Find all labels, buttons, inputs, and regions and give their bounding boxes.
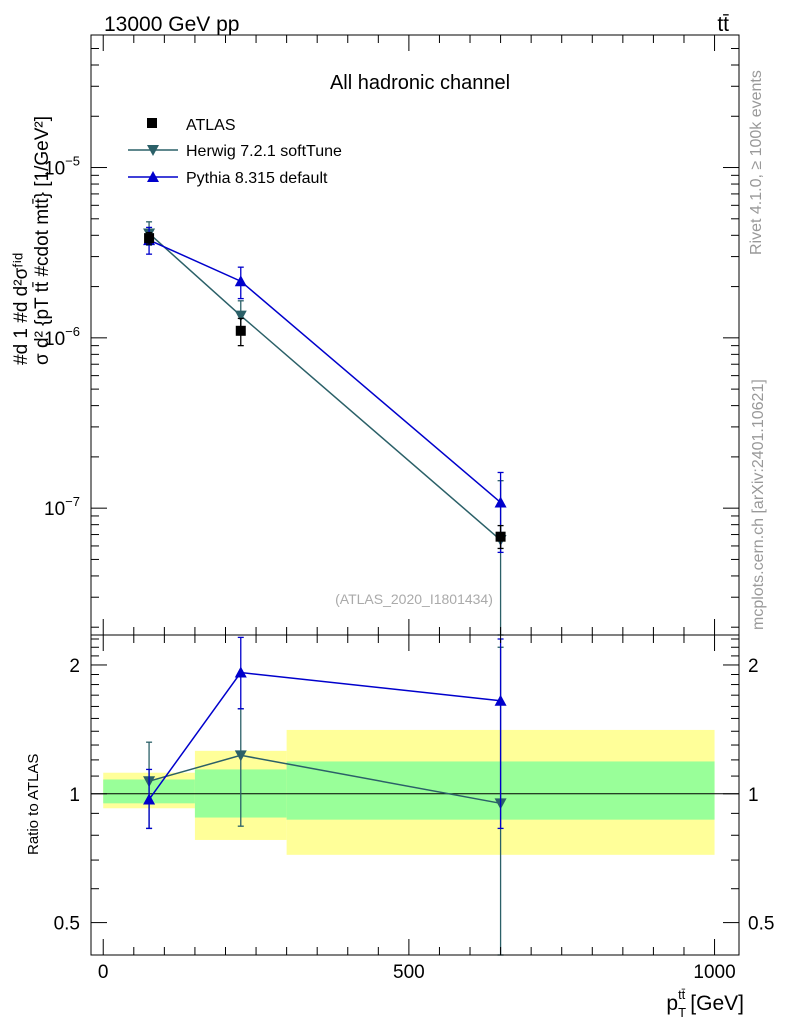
main-y-tick-label: 10−7 [44,494,80,520]
ratio-y-label: Ratio to ATLAS [25,754,42,855]
main-line-pythia [148,239,502,504]
legend-label-herwig: Herwig 7.2.1 softTune [186,143,342,160]
x-label-unit: [GeV] [690,992,744,1015]
ratio-y-tick-label-right: 2 [748,656,759,677]
main-x-ticks [102,35,716,635]
ratio-y-tick-label: 0.5 [54,914,80,935]
x-tick-label: 0 [98,962,109,983]
ratio-y-axis: 0.5 0.5 1 1 2 2 [54,638,774,935]
ratio-frame [90,634,740,956]
main-point-pythia [234,275,247,287]
svg-text:pTtt̄[GeV]: pTtt̄ [GeV] [666,987,744,1020]
x-tick-label: 1000 [693,962,735,983]
ratio-x-axis: 0 500 1000 [98,635,736,983]
ratio-y-tick-label: 2 [69,656,80,677]
ratio-y-tick-label-right: 0.5 [748,914,774,935]
main-point-herwig [234,310,247,322]
legend-marker-herwig [147,145,159,156]
ratio-point-pythia [234,666,247,678]
main-y-axis-label: #d 1 #d d²σᶠⁱᵈ σ d² {pT tt̄ #cdot mtt̄} … [11,116,53,365]
header-right-label: tt̄ [717,13,729,36]
ratio-point-pythia [494,694,507,706]
legend-label-atlas: ATLAS [186,117,236,134]
ratio-plot-area [91,636,739,956]
main-plot-area [143,221,507,636]
x-label-sup: tt̄ [678,987,686,1002]
main-y-label-line-1: #d 1 #d d²σᶠⁱᵈ [11,253,32,365]
ratio-panel: 0.5 0.5 1 1 2 2 0 500 1000 Ratio to ATLAS [25,634,774,983]
ratio-y-tick-label: 1 [69,785,80,806]
main-y-tick-label: 10−6 [44,324,80,350]
main-panel: 10−7 10−6 10−5 All hadronic channel (ATLAS… [11,34,740,636]
x-label-main: p [666,992,678,1015]
ratio-point-pythia [143,793,156,805]
x-label-sub: T [678,1005,686,1020]
main-y-axis: 10−7 10−6 10−5 [44,47,739,628]
ratio-y-tick-label-right: 1 [748,785,759,806]
main-point-atlas [235,325,246,336]
legend-label-pythia: Pythia 8.315 default [186,170,328,187]
legend: ATLAS Herwig 7.2.1 softTune Pythia 8.315… [128,117,342,187]
main-point-pythia [494,496,507,508]
x-axis-label: pTtt̄ [GeV] [666,987,744,1020]
x-tick-label: 500 [393,962,425,983]
main-point-atlas [144,233,155,244]
header-left-label: 13000 GeV pp [104,13,239,36]
legend-marker-pythia [147,171,159,182]
main-point-atlas [495,531,506,542]
main-y-label-line-2: σ d² {pT tt̄ #cdot mtt̄} [1/GeV²] [32,116,53,365]
analysis-label: (ATLAS_2020_I1801434) [335,591,493,607]
mcplots-source-label: mcplots.cern.ch [arXiv:2401.10621] [750,379,767,630]
chart-title: All hadronic channel [330,72,510,94]
ratio-point-herwig [234,750,247,762]
legend-marker-atlas [147,118,157,128]
main-y-tick-label: 10−5 [44,154,80,180]
rivet-version-label: Rivet 4.1.0, ≥ 100k events [748,70,765,255]
main-line-herwig [148,232,502,541]
